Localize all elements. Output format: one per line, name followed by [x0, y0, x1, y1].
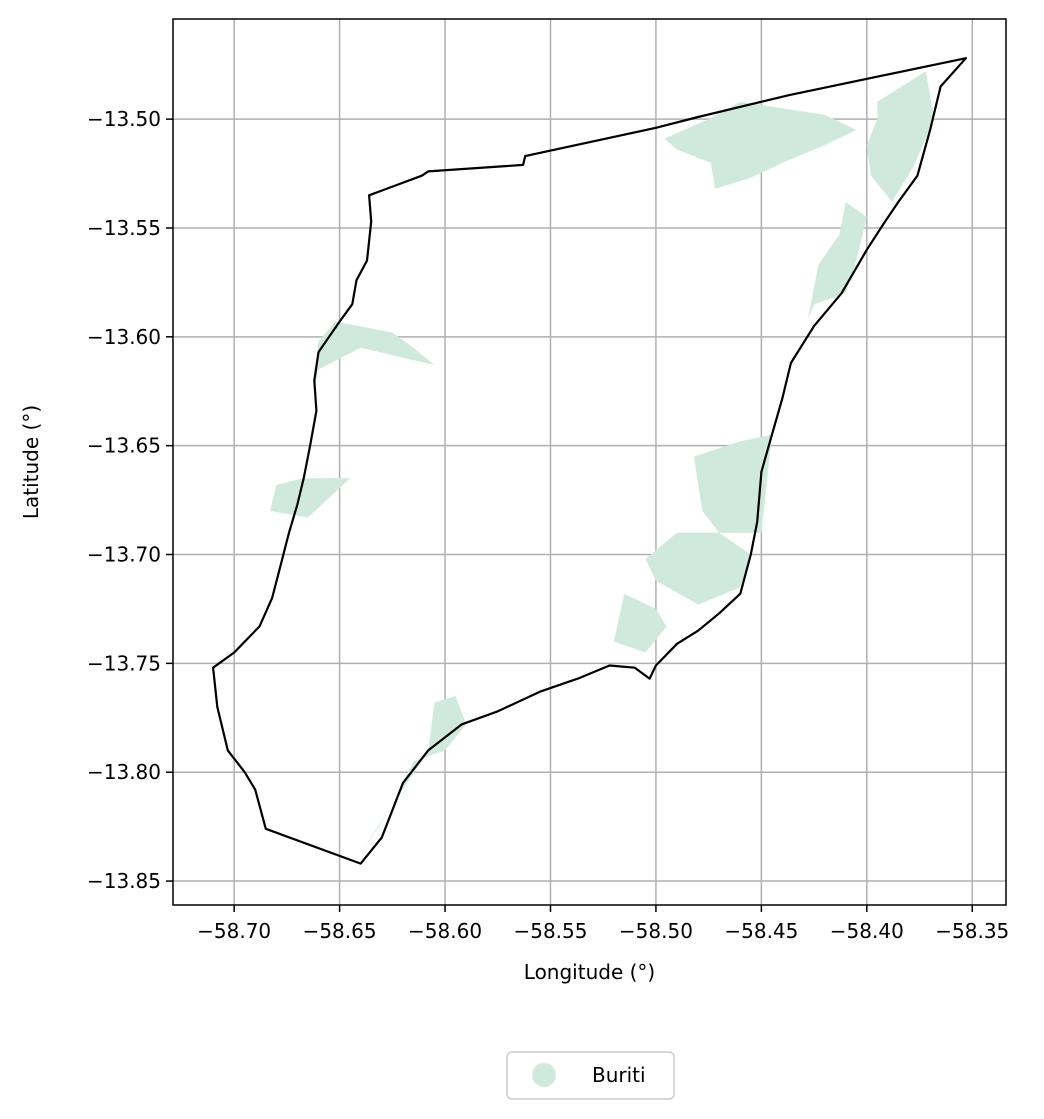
- x-tick-label: −58.35: [935, 919, 1009, 943]
- buriti-area: [314, 321, 435, 392]
- x-axis-title: Longitude (°): [524, 960, 655, 984]
- legend-swatch-buriti: [532, 1063, 556, 1087]
- x-axis-ticks: −58.70 −58.65 −58.60 −58.55 −58.50 −58.45 −58.…: [197, 905, 1009, 943]
- axes-frame: [172, 18, 1007, 906]
- y-tick-label: −13.75: [87, 651, 161, 675]
- x-tick-label: −58.45: [724, 919, 798, 943]
- y-tick-label: −13.70: [87, 543, 161, 567]
- x-tick-label: −58.55: [513, 919, 587, 943]
- y-axis-title: Latitude (°): [19, 405, 43, 519]
- y-axis-ticks: −13.50 −13.55 −13.60 −13.65 −13.70 −13.75 −13.…: [87, 107, 173, 893]
- legend: Buriti: [506, 1051, 675, 1100]
- buriti-area: [645, 434, 772, 605]
- legend-box: [506, 1051, 675, 1100]
- x-tick-label: −58.70: [197, 919, 271, 943]
- buriti-area: [807, 201, 867, 320]
- map-axes: −58.70 −58.65 −58.60 −58.55 −58.50 −58.45 −58.…: [87, 18, 1009, 943]
- x-tick-label: −58.65: [303, 919, 377, 943]
- legend-label-buriti: Buriti: [592, 1063, 646, 1087]
- y-tick-label: −13.60: [87, 325, 161, 349]
- buriti-area: [613, 593, 667, 653]
- buriti-area: [270, 478, 351, 518]
- y-tick-label: −13.80: [87, 760, 161, 784]
- buriti-area: [664, 101, 857, 189]
- buriti-area: [866, 71, 935, 202]
- y-tick-label: −13.50: [87, 107, 161, 131]
- y-tick-label: −13.85: [87, 869, 161, 893]
- buriti-area: [360, 696, 467, 855]
- x-tick-label: −58.60: [408, 919, 482, 943]
- x-tick-label: −58.50: [619, 919, 693, 943]
- municipality-boundary: [212, 57, 967, 865]
- x-tick-label: −58.40: [830, 919, 904, 943]
- y-tick-label: −13.65: [87, 434, 161, 458]
- y-tick-label: −13.55: [87, 216, 161, 240]
- buriti-areas: [270, 71, 935, 855]
